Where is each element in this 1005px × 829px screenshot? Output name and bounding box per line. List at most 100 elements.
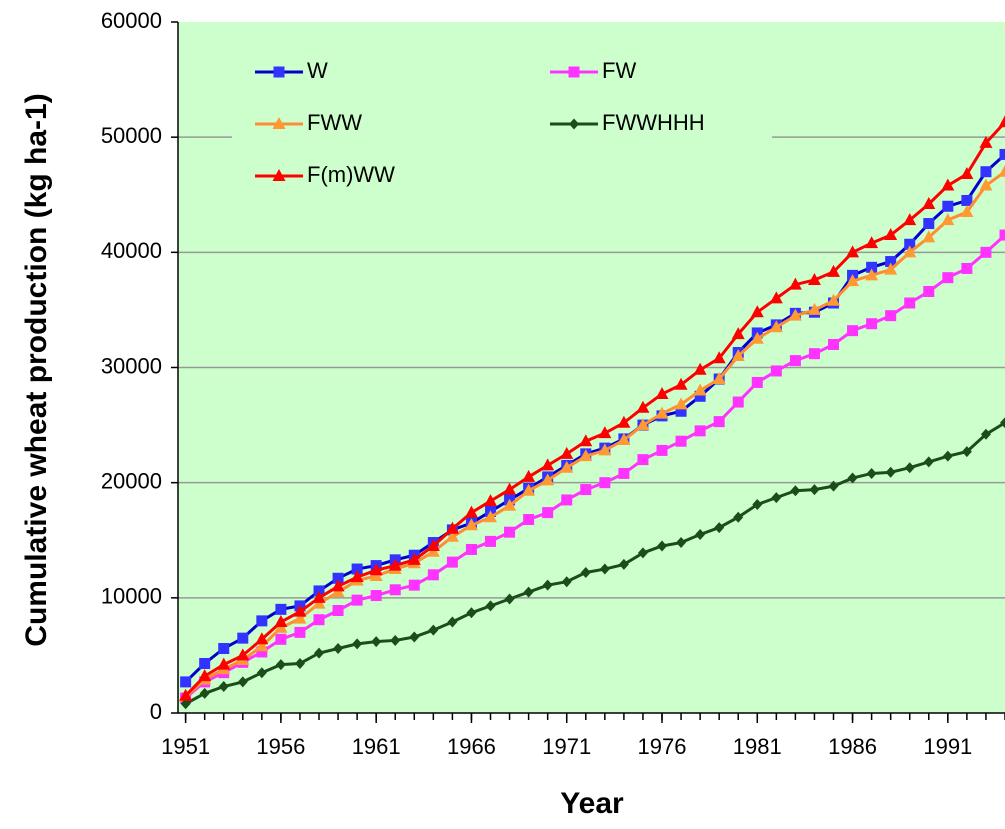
- marker: [504, 593, 515, 605]
- marker: [885, 256, 897, 268]
- marker: [350, 570, 364, 583]
- marker: [390, 634, 401, 646]
- marker: [256, 646, 268, 658]
- marker: [371, 636, 382, 648]
- marker: [674, 377, 688, 390]
- marker: [504, 526, 516, 538]
- marker: [1000, 417, 1005, 429]
- marker: [694, 390, 706, 402]
- x-tick-label: 1976: [638, 734, 687, 759]
- legend-label: W: [307, 58, 328, 83]
- marker: [923, 285, 935, 297]
- marker: [503, 482, 517, 495]
- marker: [866, 261, 878, 273]
- marker: [541, 473, 555, 486]
- marker: [370, 590, 382, 602]
- marker: [275, 633, 287, 645]
- marker: [256, 667, 267, 679]
- marker: [179, 688, 193, 701]
- marker: [275, 659, 286, 671]
- marker: [273, 66, 285, 78]
- marker: [427, 569, 439, 581]
- marker: [922, 196, 936, 209]
- marker: [809, 484, 820, 496]
- x-tick-label: 1971: [542, 734, 591, 759]
- legend-label: FWW: [307, 110, 362, 135]
- marker: [827, 293, 841, 306]
- marker: [941, 178, 955, 191]
- marker: [256, 615, 268, 627]
- marker: [484, 494, 498, 507]
- marker: [865, 236, 879, 249]
- marker: [693, 362, 707, 375]
- x-tick-label: 1986: [828, 734, 877, 759]
- marker: [351, 594, 363, 606]
- marker: [484, 510, 498, 523]
- marker: [846, 274, 860, 287]
- marker: [446, 556, 458, 568]
- marker: [218, 643, 230, 655]
- y-tick-label: 50000: [101, 123, 162, 148]
- x-tick-label: 1951: [161, 734, 210, 759]
- x-tick-label: 1961: [352, 734, 401, 759]
- marker: [998, 115, 1005, 128]
- marker: [198, 669, 212, 682]
- x-axis-label: Year: [560, 787, 624, 820]
- marker: [255, 639, 269, 652]
- marker: [979, 178, 993, 191]
- marker: [904, 238, 916, 250]
- marker: [409, 631, 420, 643]
- marker: [542, 579, 553, 591]
- marker: [866, 467, 877, 479]
- marker: [542, 507, 554, 519]
- marker: [218, 681, 229, 693]
- marker: [979, 135, 993, 148]
- marker: [657, 540, 668, 552]
- marker: [331, 579, 345, 592]
- marker: [237, 676, 248, 688]
- marker: [693, 383, 707, 396]
- marker: [408, 579, 420, 591]
- marker: [464, 505, 478, 518]
- marker: [865, 268, 879, 281]
- marker: [312, 590, 326, 603]
- marker: [866, 318, 878, 330]
- marker: [769, 291, 783, 304]
- marker: [272, 117, 286, 129]
- marker: [180, 698, 191, 710]
- marker: [942, 200, 954, 212]
- marker: [217, 657, 231, 670]
- y-tick-label: 40000: [101, 238, 162, 263]
- marker: [998, 164, 1005, 177]
- y-tick-label: 10000: [101, 584, 162, 609]
- marker: [541, 458, 555, 471]
- marker: [561, 576, 572, 588]
- legend-box: [232, 48, 772, 200]
- marker: [428, 624, 439, 636]
- marker: [847, 325, 859, 337]
- marker: [272, 169, 286, 181]
- marker: [313, 614, 325, 626]
- marker: [923, 218, 935, 230]
- marker: [426, 539, 440, 552]
- marker: [885, 310, 897, 322]
- marker: [617, 415, 631, 428]
- marker: [674, 397, 688, 410]
- marker: [199, 687, 210, 699]
- marker: [750, 305, 764, 318]
- marker: [351, 563, 363, 575]
- marker: [485, 535, 497, 547]
- marker: [522, 483, 536, 496]
- marker: [445, 521, 459, 534]
- legend-label: FW: [602, 58, 636, 83]
- marker: [676, 537, 687, 549]
- y-tick-label: 20000: [101, 468, 162, 493]
- marker: [713, 416, 725, 428]
- marker: [293, 611, 307, 624]
- marker: [712, 372, 726, 385]
- marker: [293, 604, 307, 617]
- marker: [237, 632, 249, 644]
- marker: [333, 643, 344, 655]
- marker: [847, 472, 858, 484]
- marker: [751, 376, 763, 388]
